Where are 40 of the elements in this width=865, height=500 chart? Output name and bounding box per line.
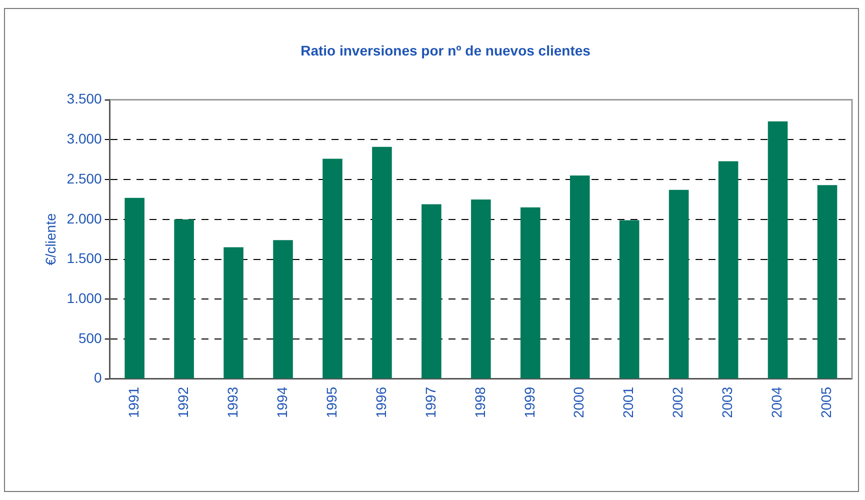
x-tick-label: 2002 — [670, 386, 686, 418]
x-tick-label: 2000 — [570, 386, 587, 418]
x-tick-label: 1994 — [274, 386, 290, 418]
bar — [471, 199, 491, 378]
x-tick-label: 1995 — [323, 386, 340, 418]
bar — [322, 158, 342, 378]
bar — [619, 220, 640, 378]
x-tick-label: 1999 — [521, 386, 538, 418]
x-tick-label: 1992 — [174, 386, 191, 418]
bar — [768, 121, 788, 378]
x-tick-label: 1993 — [224, 386, 240, 418]
bar — [372, 146, 392, 378]
y-axis-title: €/cliente — [42, 213, 58, 266]
bar — [224, 247, 244, 378]
bar — [520, 207, 540, 378]
bar — [570, 176, 590, 378]
x-tick-label: 2003 — [719, 386, 736, 418]
chart-title: Ratio inversiones por nº de nuevos clientes — [300, 42, 591, 58]
bar — [718, 161, 738, 378]
y-tick-label: 2.500 — [66, 170, 102, 186]
x-tick-label: 2005 — [818, 386, 834, 418]
y-tick-label: 3.000 — [66, 130, 102, 147]
y-tick-label: 0 — [94, 370, 102, 386]
y-tick-label: 2.000 — [66, 210, 102, 226]
y-tick-label: 500 — [78, 330, 102, 346]
bar — [817, 185, 838, 378]
bar — [124, 198, 144, 378]
bar — [422, 204, 442, 378]
bar — [668, 190, 689, 378]
x-tick-label: 1997 — [422, 386, 438, 418]
x-tick-label: 2004 — [768, 386, 785, 418]
x-tick-label: 1998 — [472, 386, 488, 418]
x-tick-label: 1991 — [125, 386, 142, 418]
y-tick-label: 1.500 — [66, 250, 102, 266]
y-tick-label: 3.500 — [66, 90, 102, 107]
x-tick-label: 1996 — [372, 386, 389, 418]
bar — [174, 219, 194, 378]
y-tick-label: 1.000 — [66, 290, 102, 306]
x-tick-label: 2001 — [620, 386, 636, 418]
bar — [273, 240, 293, 378]
